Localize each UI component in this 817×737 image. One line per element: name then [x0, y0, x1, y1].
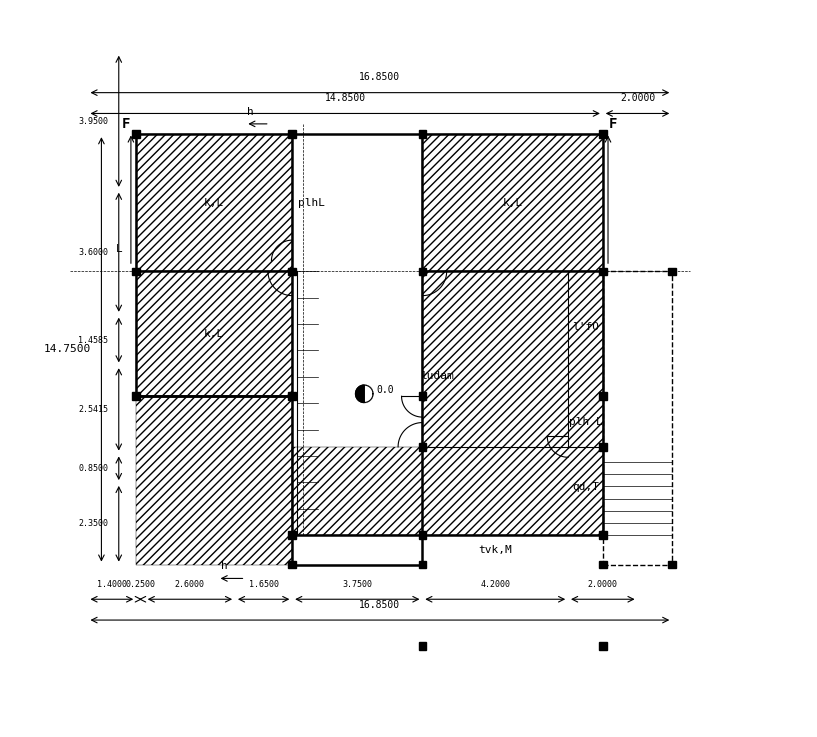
Bar — [668, 268, 676, 275]
Text: 14.8500: 14.8500 — [324, 93, 366, 103]
Text: h: h — [248, 107, 254, 117]
Bar — [668, 561, 676, 568]
Text: 2.5415: 2.5415 — [78, 405, 109, 414]
Text: L: L — [115, 244, 123, 254]
Bar — [418, 531, 426, 539]
Bar — [418, 561, 426, 568]
Bar — [132, 130, 140, 138]
Bar — [599, 392, 607, 400]
Bar — [599, 642, 607, 650]
Text: plhL: plhL — [298, 198, 325, 208]
Text: 4.2000: 4.2000 — [480, 580, 511, 589]
Text: 2.0000: 2.0000 — [587, 580, 618, 589]
Text: l'fO: l'fO — [572, 322, 599, 332]
Text: 2.0000: 2.0000 — [620, 93, 655, 103]
Text: 1.4585: 1.4585 — [78, 335, 109, 344]
Bar — [603, 271, 672, 565]
Text: 1.6500: 1.6500 — [248, 580, 279, 589]
Text: 2.6000: 2.6000 — [175, 580, 205, 589]
Text: 16.8500: 16.8500 — [359, 72, 400, 83]
Bar — [599, 531, 607, 539]
Circle shape — [355, 385, 373, 402]
Circle shape — [355, 385, 373, 402]
Bar — [288, 268, 296, 275]
Text: 3.9500: 3.9500 — [78, 116, 109, 126]
Text: 2.3500: 2.3500 — [78, 520, 109, 528]
Bar — [599, 130, 607, 138]
Bar — [599, 268, 607, 275]
Bar — [418, 268, 426, 275]
Bar — [418, 642, 426, 650]
Bar — [599, 561, 607, 568]
Bar — [288, 531, 296, 539]
Text: 16.8500: 16.8500 — [359, 600, 400, 609]
Text: ludam: ludam — [420, 371, 454, 382]
Text: 3.7500: 3.7500 — [342, 580, 373, 589]
Text: 1.4000: 1.4000 — [97, 580, 127, 589]
Text: 14.7500: 14.7500 — [44, 344, 91, 354]
Text: k,L: k,L — [204, 198, 225, 208]
Bar — [418, 130, 426, 138]
Text: h: h — [221, 562, 228, 571]
Bar — [132, 392, 140, 400]
Text: k,L: k,L — [502, 198, 523, 208]
Text: F: F — [122, 117, 130, 130]
Text: plh L: plh L — [569, 416, 602, 427]
Bar — [288, 561, 296, 568]
Text: qd,T: qd,T — [572, 483, 599, 492]
Text: 0.2500: 0.2500 — [126, 580, 155, 589]
Polygon shape — [355, 385, 364, 402]
Bar — [418, 392, 426, 400]
Text: k,L: k,L — [204, 329, 225, 339]
Text: 0.8500: 0.8500 — [78, 464, 109, 472]
Bar — [132, 268, 140, 275]
Bar — [599, 443, 607, 451]
Text: F: F — [609, 117, 618, 130]
Bar — [418, 443, 426, 451]
Text: tvk,M: tvk,M — [479, 545, 512, 555]
Text: 3.6000: 3.6000 — [78, 248, 109, 256]
Bar — [288, 392, 296, 400]
Bar — [288, 130, 296, 138]
Text: 0.0: 0.0 — [377, 385, 394, 395]
